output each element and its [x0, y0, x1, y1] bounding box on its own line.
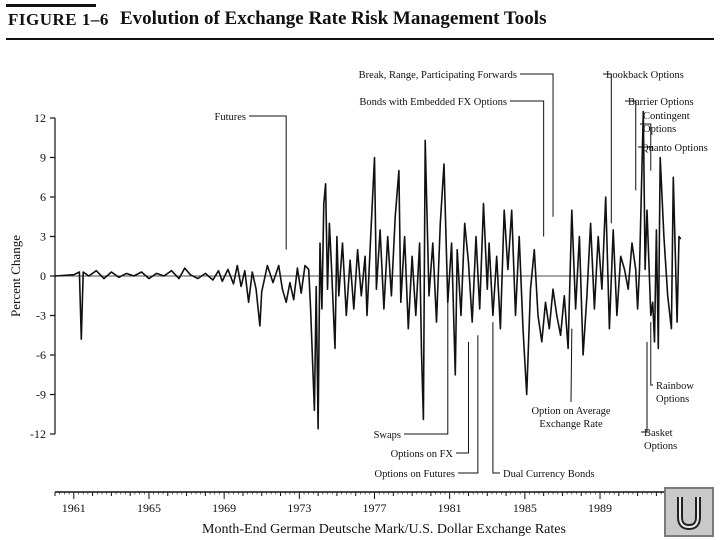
annotation-layer: Futures Break, Range, Participating Forwa…	[215, 70, 708, 480]
annotation-label: Options on Futures	[374, 469, 455, 480]
annotation-label: Swaps	[374, 430, 401, 441]
annotation-label: Contingent	[643, 111, 690, 122]
annotation-label: Exchange Rate	[539, 419, 603, 430]
annotation-label: Barrier Options	[628, 97, 694, 108]
annotation-leader	[404, 295, 449, 435]
x-tick-label: 1965	[137, 501, 161, 515]
x-tick-label: 1989	[588, 501, 612, 515]
y-tick-label: 0	[40, 269, 46, 283]
return-button[interactable]	[664, 487, 714, 537]
annotation-leader	[641, 341, 648, 433]
annotation-leader	[638, 146, 654, 151]
annotation-leader	[492, 322, 500, 474]
x-axis-label: Month-End German Deutsche Mark/U.S. Doll…	[202, 522, 566, 537]
x-tick-label: 1961	[62, 501, 86, 515]
y-tick-label: 9	[40, 151, 46, 165]
annotation-label: Break, Range, Participating Forwards	[359, 70, 517, 81]
x-tick-label: 1985	[513, 501, 537, 515]
y-tick-label: -12	[30, 427, 46, 441]
x-tick-label: 1977	[363, 501, 387, 515]
y-tick-label: -3	[36, 309, 46, 323]
annotation-leader	[510, 100, 545, 237]
y-axis-label: Percent Change	[8, 235, 23, 317]
annotation-leader	[520, 73, 554, 217]
annotation-label: Dual Currency Bonds	[503, 469, 595, 480]
annotation-label: Futures	[215, 112, 247, 123]
figure-title: Evolution of Exchange Rate Risk Manageme…	[120, 8, 547, 29]
x-tick-label: 1973	[287, 501, 311, 515]
annotation-leader	[249, 115, 287, 250]
u-turn-return-icon	[677, 497, 701, 531]
annotation-leader	[650, 322, 653, 386]
y-tick-label: 3	[40, 230, 46, 244]
y-tick-label: 6	[40, 190, 46, 204]
annotation-leader	[625, 100, 637, 191]
annotation-leader	[570, 328, 573, 403]
series-layer	[54, 110, 682, 430]
annotation-label: Bonds with Embedded FX Options	[359, 97, 507, 108]
annotation-label: Lookback Options	[606, 70, 684, 81]
annotation-label: Rainbow	[656, 381, 694, 392]
figure-label: FIGURE 1–6	[8, 10, 109, 29]
annotation-label: Quanto Options	[641, 143, 708, 154]
series-line	[54, 110, 682, 430]
annotation-leader	[458, 335, 479, 474]
annotation-label: Options	[644, 441, 677, 452]
x-tick-label: 1969	[212, 501, 236, 515]
annotation-label: Basket	[644, 428, 673, 439]
annotation-label: Option on Average	[531, 406, 610, 417]
annotation-label: Options on FX	[391, 449, 454, 460]
annotation-leader	[640, 123, 652, 171]
y-tick-label: -6	[36, 348, 46, 362]
annotation-label: Options	[643, 124, 676, 135]
annotation-leader	[456, 341, 469, 454]
y-tick-label: 12	[34, 111, 46, 125]
annotation-label: Options	[656, 394, 689, 405]
y-tick-label: -9	[36, 388, 46, 402]
title-top-rule	[6, 4, 96, 7]
x-axis: 196119651969197319771981198519891993	[54, 491, 695, 515]
x-tick-label: 1981	[438, 501, 462, 515]
y-axis: 12 9 6 3 0 -3 -6 -9 -12	[30, 111, 676, 441]
annotation-leader	[603, 73, 612, 224]
title-bottom-rule	[6, 38, 714, 40]
